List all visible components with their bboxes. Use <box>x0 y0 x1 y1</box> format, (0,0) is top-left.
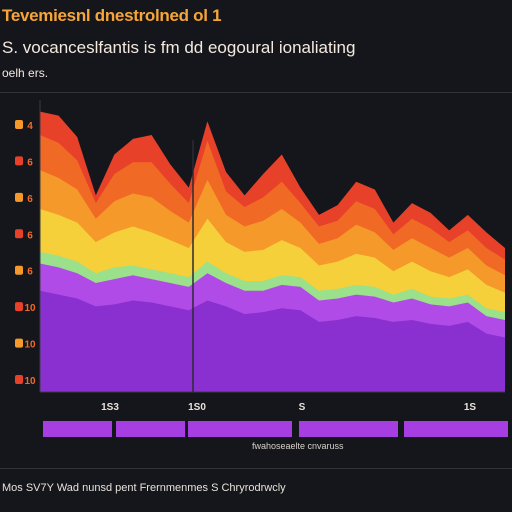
legend-strip <box>43 421 508 437</box>
legend-segment-3 <box>188 421 292 437</box>
x-tick-label: S <box>299 402 306 413</box>
y-tick-label: 10 <box>24 376 36 387</box>
stacked-area-chart: 4 6 6 6 6 10 10 10 1S3 1S0 S 1S <box>15 100 508 437</box>
footer-divider <box>0 468 512 469</box>
legend-segment-1 <box>43 421 112 437</box>
y-tick-label: 6 <box>27 157 33 168</box>
y-tick-marker <box>15 375 23 384</box>
legend-segment-2 <box>116 421 185 437</box>
y-tick-marker <box>15 302 23 312</box>
legend-segment-4 <box>299 421 398 437</box>
y-tick-marker <box>15 120 23 129</box>
y-tick-marker <box>15 156 23 166</box>
x-tick-label: 1S <box>464 402 477 413</box>
y-tick-label: 4 <box>27 121 33 132</box>
area-series-group <box>40 111 505 393</box>
footer-note: Mos SV7Y Wad nunsd pent Frernmenmes S Ch… <box>2 482 286 494</box>
chart-title: Tevemiesnl dnestrolned ol 1 <box>2 6 222 25</box>
y-tick-label: 10 <box>24 303 36 314</box>
chart-axes <box>39 100 505 393</box>
header-divider <box>0 92 512 93</box>
chart-subtitle-secondary: oelh ers. <box>2 66 49 80</box>
legend-segment-5 <box>404 421 508 437</box>
x-tick-labels: 1S3 1S0 S 1S <box>101 402 476 413</box>
y-tick-labels: 4 6 6 6 6 10 10 10 <box>15 120 36 387</box>
y-tick-label: 6 <box>27 194 33 205</box>
legend-caption: fwahoseaelte cnvaruss <box>252 441 344 451</box>
area-series-1 <box>40 290 505 392</box>
chart-subtitle: S. vocanceslfantis is fm dd eogoural ion… <box>2 38 356 57</box>
y-tick-label: 6 <box>27 267 33 278</box>
y-tick-marker <box>15 192 23 202</box>
y-tick-marker <box>15 338 23 348</box>
y-tick-label: 10 <box>24 340 36 351</box>
x-tick-label: 1S0 <box>188 402 206 413</box>
x-tick-label: 1S3 <box>101 402 119 413</box>
y-tick-marker <box>15 229 23 239</box>
y-tick-marker <box>15 265 23 275</box>
y-tick-label: 6 <box>27 230 33 241</box>
